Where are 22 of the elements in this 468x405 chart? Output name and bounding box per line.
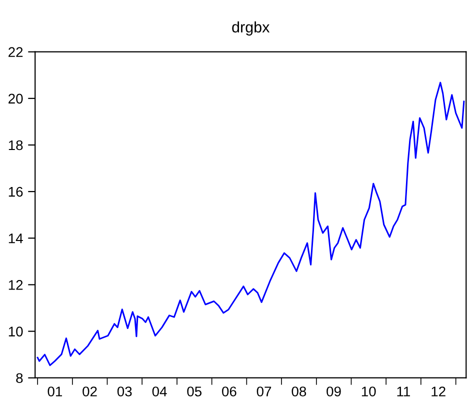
y-tick-label: 8 <box>16 373 23 384</box>
x-tick-label: 03 <box>117 386 132 396</box>
x-tick-label: 12 <box>432 386 446 396</box>
y-tick-label: 16 <box>8 186 23 197</box>
y-tick-label: 12 <box>8 280 23 290</box>
x-tick-label: 04 <box>152 386 167 396</box>
x-tick-label: 05 <box>187 386 202 396</box>
x-tick-label: 08 <box>292 386 306 396</box>
x-tick-label: 10 <box>362 386 376 396</box>
y-tick-label: 10 <box>8 326 23 336</box>
x-tick-label: 01 <box>48 386 62 396</box>
x-tick-label: 11 <box>397 386 410 396</box>
y-tick-label: 22 <box>8 47 23 57</box>
line-series <box>36 82 465 366</box>
y-tick-label: 14 <box>8 234 23 244</box>
y-tick-label: 20 <box>8 94 23 104</box>
x-tick-label: 02 <box>82 386 97 396</box>
chart-title: drgbx <box>232 21 270 36</box>
x-tick-label: 06 <box>222 386 236 396</box>
y-tick-label: 18 <box>8 140 23 150</box>
x-tick-label: 07 <box>256 386 272 396</box>
x-tick-label: 09 <box>326 386 341 396</box>
